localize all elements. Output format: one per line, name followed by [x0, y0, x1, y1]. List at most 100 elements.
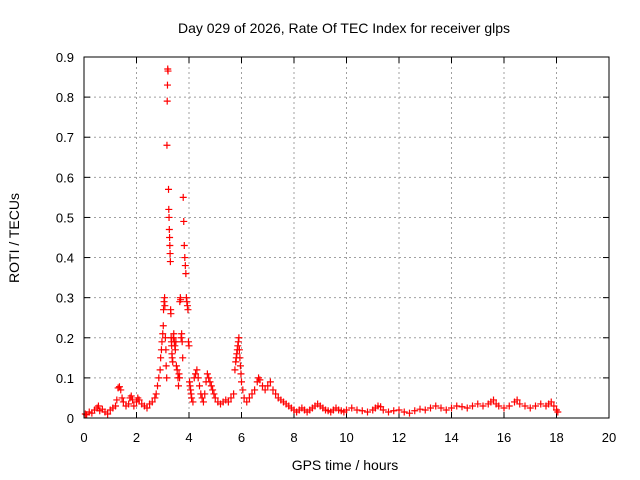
- data-point: [173, 366, 181, 374]
- y-tick-label: 0.7: [56, 130, 74, 145]
- y-tick-label: 0.4: [56, 251, 74, 266]
- data-point: [178, 330, 186, 338]
- data-point: [171, 346, 179, 354]
- data-point: [513, 396, 521, 404]
- x-tick-label: 10: [339, 430, 353, 445]
- data-point: [162, 362, 170, 370]
- y-tick-label: 0.8: [56, 90, 74, 105]
- data-point: [125, 400, 133, 408]
- y-axis-label: ROTI / TECUs: [6, 193, 22, 283]
- x-tick-label: 20: [602, 430, 616, 445]
- data-point: [235, 334, 243, 342]
- data-point: [154, 382, 161, 390]
- data-point: [192, 370, 200, 378]
- data-point: [152, 390, 160, 398]
- data-point: [129, 396, 137, 404]
- data-point: [160, 306, 168, 314]
- y-tick-label: 0.5: [56, 210, 74, 225]
- data-point: [532, 402, 539, 410]
- data-point: [112, 402, 119, 410]
- data-point: [104, 410, 112, 418]
- data-point: [390, 407, 398, 415]
- data-point: [343, 406, 350, 414]
- data-point: [165, 213, 173, 221]
- data-point: [205, 374, 213, 382]
- data-point: [248, 390, 256, 398]
- data-point: [427, 404, 434, 412]
- y-tick-label: 0.3: [56, 291, 74, 306]
- data-point: [159, 330, 167, 338]
- data-point: [411, 407, 419, 415]
- data-point: [172, 338, 180, 346]
- data-point: [537, 400, 545, 408]
- data-point: [115, 383, 123, 391]
- data-point: [269, 386, 277, 394]
- y-tick-label: 0.9: [56, 50, 74, 65]
- data-point: [118, 394, 126, 402]
- data-point: [261, 386, 269, 394]
- data-point: [184, 306, 192, 314]
- data-point: [179, 193, 187, 201]
- data-point: [165, 205, 173, 213]
- data-point: [442, 406, 450, 414]
- data-point: [185, 342, 193, 350]
- data-point: [406, 409, 413, 417]
- data-point: [201, 390, 209, 398]
- data-point: [495, 402, 503, 410]
- data-point: [256, 376, 264, 384]
- data-point: [180, 217, 188, 225]
- data-point: [245, 394, 253, 402]
- data-point: [453, 402, 461, 410]
- data-point: [159, 322, 167, 330]
- x-tick-label: 8: [290, 430, 297, 445]
- data-point: [180, 242, 188, 250]
- data-point: [198, 394, 206, 402]
- data-point: [151, 394, 159, 402]
- data-point: [94, 402, 102, 410]
- data-point: [207, 382, 215, 390]
- data-point: [163, 141, 171, 149]
- data-point: [272, 390, 280, 398]
- data-point: [231, 366, 239, 374]
- data-point: [179, 354, 187, 362]
- data-point: [165, 185, 173, 193]
- plot-frame: [83, 56, 610, 419]
- y-tick-label: 0.2: [56, 331, 74, 346]
- data-point: [162, 346, 170, 354]
- data-point: [379, 406, 387, 414]
- x-tick-label: 14: [444, 430, 458, 445]
- x-axis-label: GPS time / hours: [292, 457, 399, 473]
- data-point: [196, 382, 203, 390]
- x-tick-label: 0: [80, 430, 87, 445]
- data-point: [178, 338, 186, 346]
- data-point: [167, 310, 175, 318]
- x-tick-label: 2: [133, 430, 140, 445]
- data-point: [135, 396, 143, 404]
- data-point: [448, 404, 455, 412]
- data-point: [193, 366, 201, 374]
- data-point: [421, 406, 429, 414]
- data-point: [166, 234, 174, 241]
- data-point: [237, 370, 245, 378]
- y-tick-label: 0.1: [56, 371, 74, 386]
- data-point: [206, 378, 214, 386]
- data-point: [130, 402, 138, 410]
- data-point: [117, 386, 125, 394]
- data-point: [264, 382, 272, 390]
- data-point: [395, 406, 403, 414]
- x-tick-label: 16: [497, 430, 511, 445]
- data-point: [165, 225, 173, 233]
- data-point: [211, 394, 219, 402]
- data-point: [458, 403, 466, 411]
- data-point: [163, 374, 171, 382]
- x-tick-label: 18: [549, 430, 563, 445]
- data-point: [358, 407, 366, 415]
- data-point: [127, 392, 135, 400]
- data-point: [236, 362, 244, 370]
- data-point: [474, 400, 482, 408]
- data-point: [113, 396, 121, 404]
- data-point: [172, 362, 180, 370]
- data-point: [236, 354, 244, 362]
- data-point: [516, 400, 524, 408]
